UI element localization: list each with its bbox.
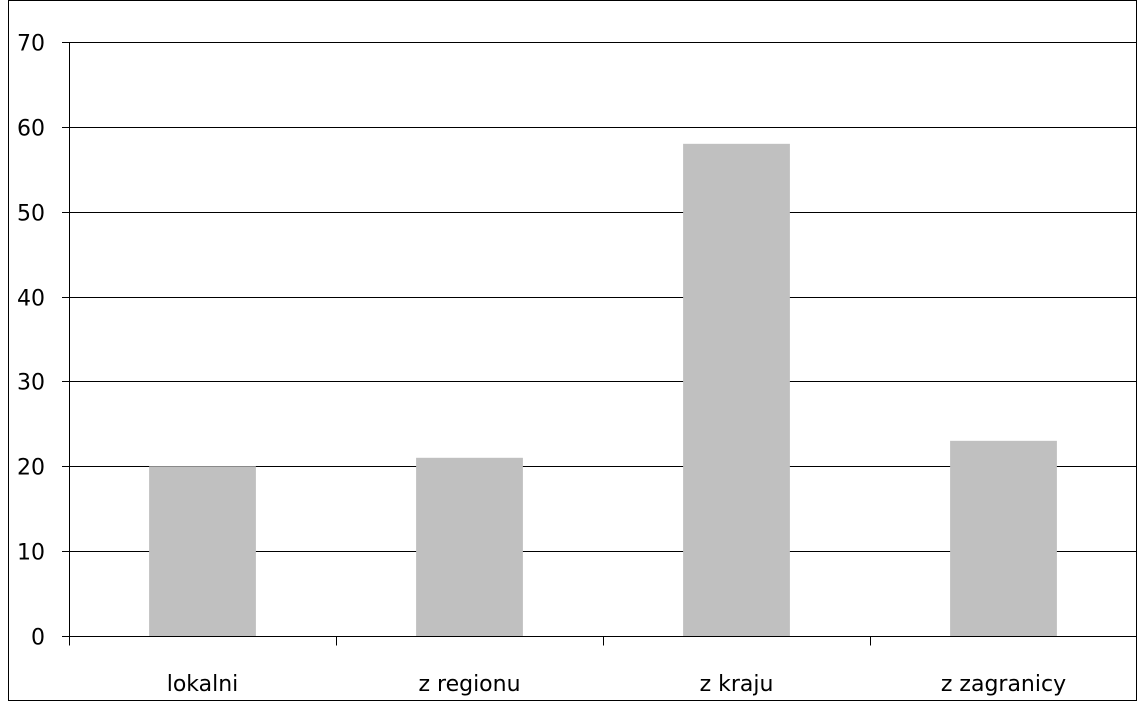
bars	[149, 143, 1057, 637]
y-tick-label-40: 40	[17, 287, 45, 312]
y-tick-label-50: 50	[17, 202, 45, 227]
x-tick-label-z-regionu: z regionu	[418, 672, 520, 697]
y-tick-label-20: 20	[17, 456, 45, 481]
bar-z-kraju	[683, 143, 790, 637]
axes	[62, 42, 1137, 646]
x-tick-label-z-zagranicy: z zagranicy	[941, 672, 1066, 697]
tick-labels: 0 10 20 30 40 50 60 70 lokalni z regionu z kraju z …	[17, 32, 1066, 698]
x-tick-label-z-kraju: z kraju	[700, 672, 774, 697]
bar-lokalni	[149, 466, 256, 636]
y-tick-label-30: 30	[17, 371, 45, 396]
bar-z-zagranicy	[950, 440, 1057, 636]
y-tick-label-0: 0	[31, 626, 45, 651]
x-tick-label-lokalni: lokalni	[167, 672, 239, 697]
bar-z-regionu	[416, 457, 523, 636]
y-tick-label-60: 60	[17, 117, 45, 142]
y-tick-label-10: 10	[17, 541, 45, 566]
y-tick-label-70: 70	[17, 32, 45, 57]
